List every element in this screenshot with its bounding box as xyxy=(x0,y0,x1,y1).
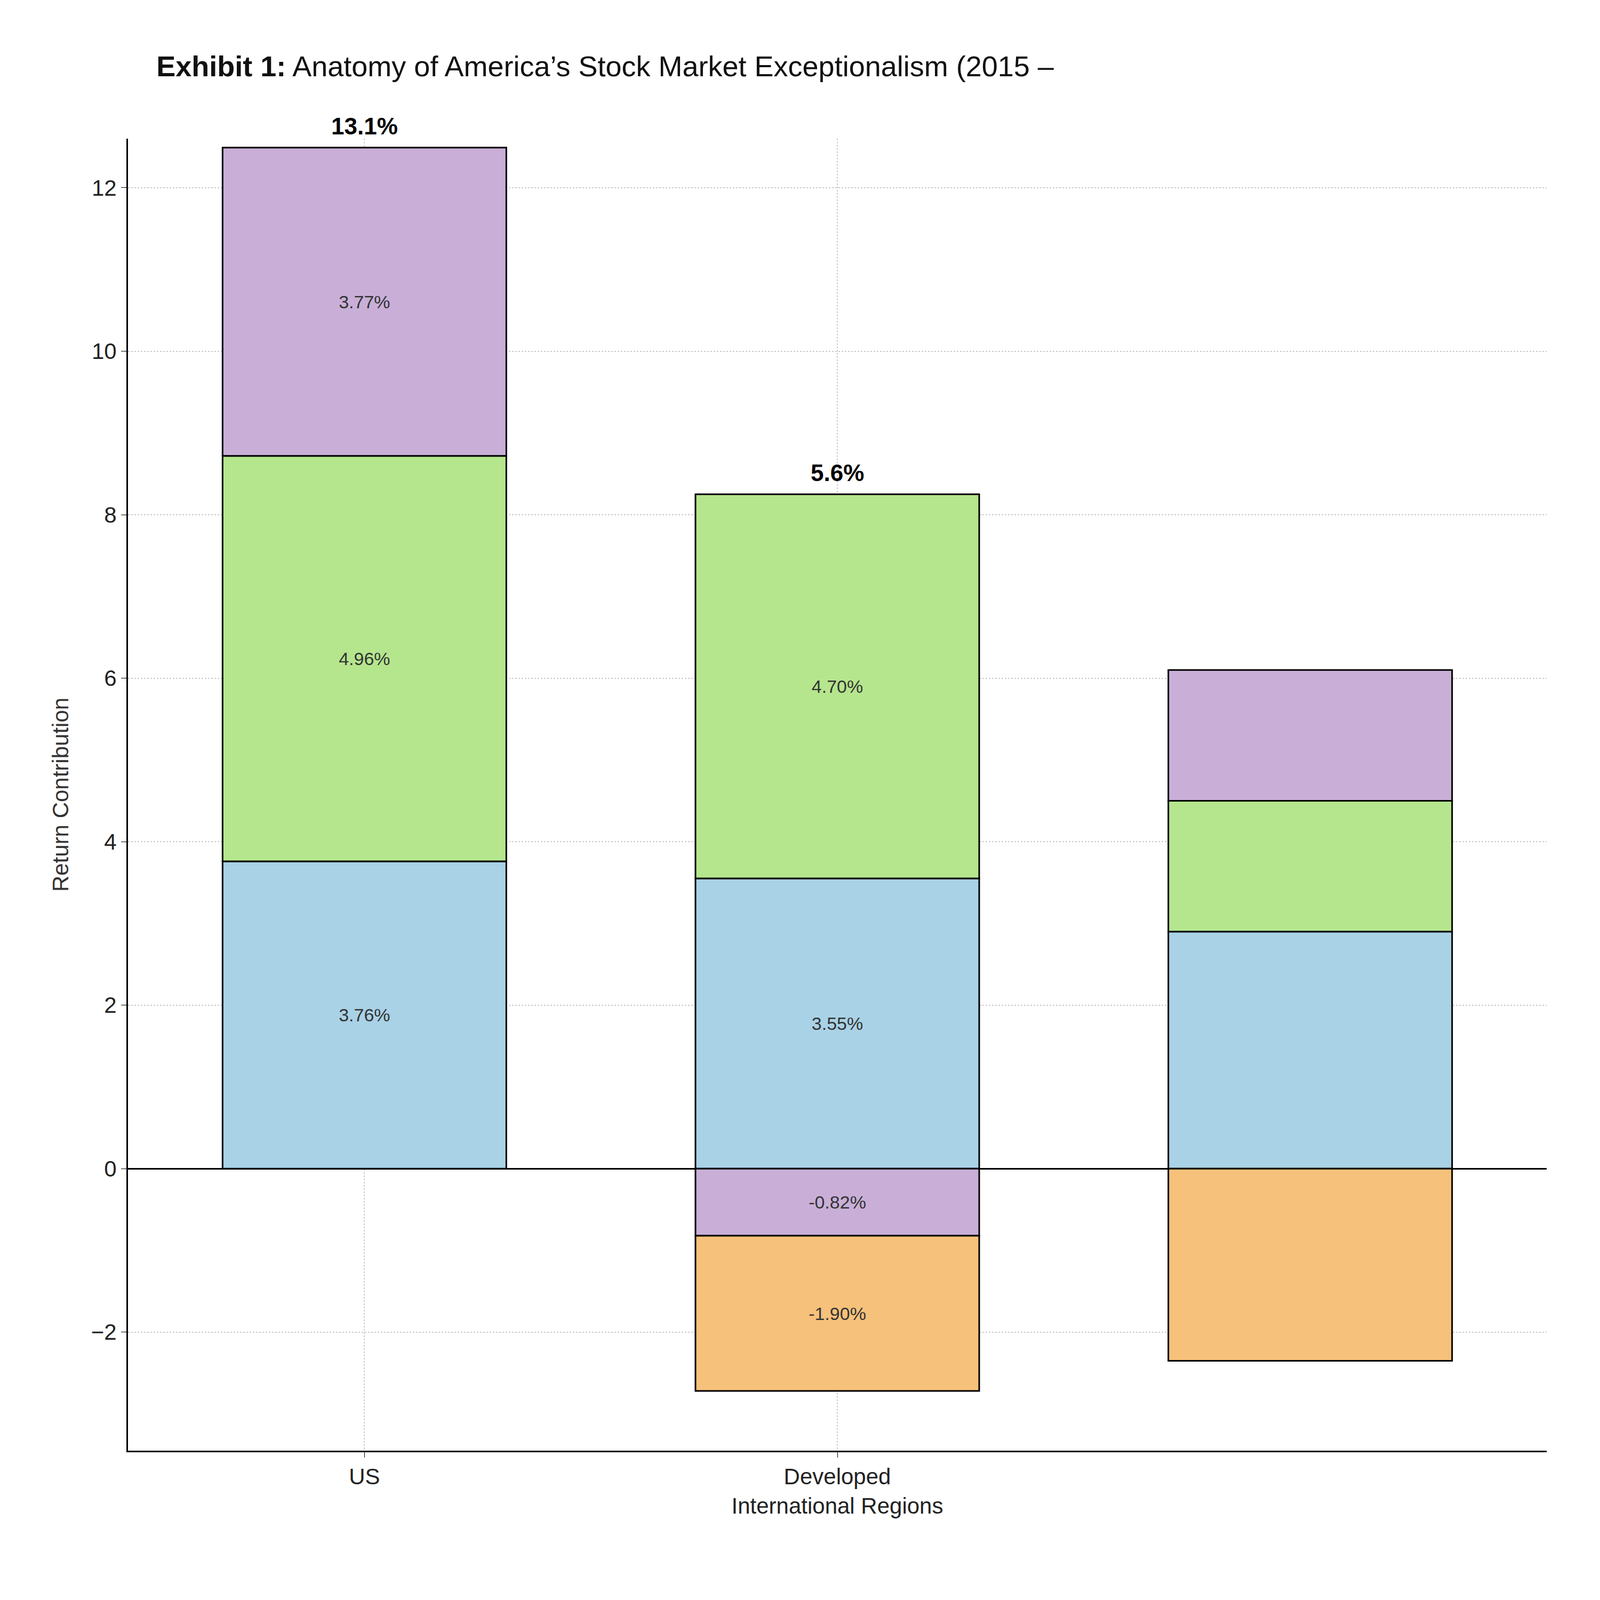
svg-text:4.70%: 4.70% xyxy=(811,676,863,697)
svg-text:0: 0 xyxy=(104,1156,117,1182)
svg-text:13.1%: 13.1% xyxy=(331,113,398,140)
svg-text:4.96%: 4.96% xyxy=(338,648,390,669)
svg-text:DevelopedInternational Regions: DevelopedInternational Regions xyxy=(731,1464,944,1519)
svg-text:Return Contribution: Return Contribution xyxy=(48,697,74,892)
svg-text:US: US xyxy=(348,1464,380,1490)
svg-text:10: 10 xyxy=(91,338,117,364)
svg-text:8: 8 xyxy=(104,502,117,528)
svg-text:5.6%: 5.6% xyxy=(810,459,864,486)
svg-text:4: 4 xyxy=(104,829,117,855)
svg-text:3.55%: 3.55% xyxy=(811,1013,863,1034)
svg-text:3.77%: 3.77% xyxy=(338,291,390,312)
svg-text:Exhibit 1: Anatomy of America’: Exhibit 1: Anatomy of America’s Stock Ma… xyxy=(156,50,1054,83)
svg-text:3.76%: 3.76% xyxy=(338,1004,390,1026)
svg-text:6: 6 xyxy=(104,665,117,691)
svg-text:−2: −2 xyxy=(91,1319,117,1345)
svg-text:-1.90%: -1.90% xyxy=(808,1303,867,1324)
svg-text:2: 2 xyxy=(104,992,117,1018)
svg-text:12: 12 xyxy=(91,175,117,201)
svg-text:-0.82%: -0.82% xyxy=(808,1192,867,1213)
